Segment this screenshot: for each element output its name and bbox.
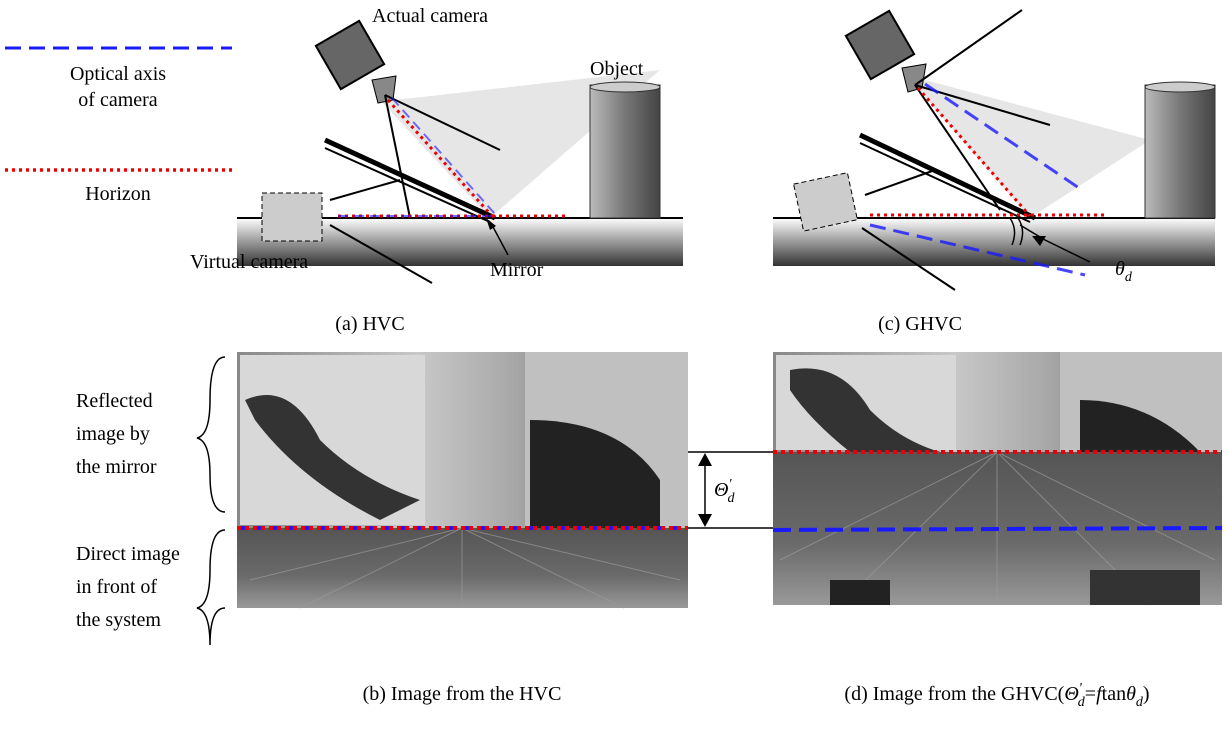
text-part: ' — [728, 477, 732, 492]
label: Actual camera — [372, 5, 488, 27]
text-part: Θ — [714, 479, 728, 501]
caption: (b) Image from the HVC — [363, 683, 562, 705]
caption: (d) Image from the GHVC(Θ' d=ftanθd) — [844, 681, 1149, 710]
floor — [773, 218, 1215, 266]
label: Direct image — [76, 543, 180, 565]
object — [1144, 84, 1216, 219]
legend-label: of camera — [78, 89, 158, 111]
legend-label: Horizon — [85, 183, 151, 205]
text-part: ' — [1079, 681, 1083, 696]
caption: (a) HVC — [335, 313, 404, 335]
text-part: ) — [1143, 683, 1150, 705]
text-part: tan — [1102, 683, 1126, 705]
text-part: = — [1085, 683, 1096, 705]
virtual-camera — [793, 172, 858, 232]
photo-b: Reflected image by the mirror Direct ima… — [76, 352, 688, 705]
light-cone — [910, 80, 1150, 218]
mirror — [323, 137, 497, 221]
theta-label: θd — [1115, 258, 1133, 285]
text-part: θ — [1115, 258, 1125, 280]
panel-c: θd (c) GHVC — [773, 9, 1216, 335]
label: the system — [76, 609, 161, 631]
label: Mirror — [490, 259, 544, 281]
panel-a: Actual camera Object Virtual camera Mirr… — [190, 5, 683, 335]
photo-d: (d) Image from the GHVC(Θ' d=ftanθd) — [772, 352, 1223, 710]
label: the mirror — [76, 456, 157, 478]
label: in front of — [76, 576, 157, 598]
theta-prime-label: Θ' d — [714, 477, 735, 506]
text-part: d — [727, 491, 735, 506]
label: Virtual camera — [190, 251, 308, 273]
text-part: (d) Image from the GHVC( — [844, 683, 1064, 705]
virtual-camera — [261, 192, 323, 242]
legend: Optical axis of camera Horizon — [5, 46, 232, 205]
caption: (c) GHVC — [878, 313, 962, 335]
actual-camera — [844, 9, 916, 81]
object — [589, 84, 661, 219]
label: Reflected — [76, 390, 153, 412]
legend-label: Optical axis — [70, 63, 166, 85]
mirror — [858, 132, 1037, 221]
label: image by — [76, 423, 150, 445]
angle-annotation: Θ' d — [688, 451, 775, 529]
text-part: d — [1125, 270, 1133, 285]
label: Object — [590, 58, 644, 80]
text-part: θ — [1126, 683, 1136, 705]
text-part: d — [1136, 695, 1144, 710]
text-part: f — [1096, 683, 1104, 705]
actual-camera — [314, 19, 386, 91]
text-part: Θ — [1064, 683, 1078, 705]
text-part: d — [1078, 695, 1086, 710]
